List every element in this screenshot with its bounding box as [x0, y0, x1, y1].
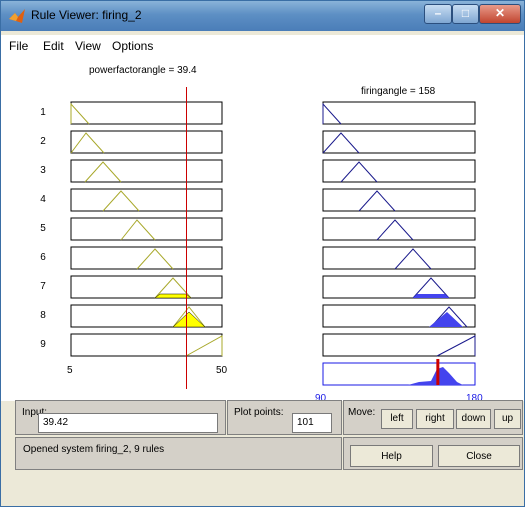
aggregated-output-area: [408, 367, 463, 385]
input-mf-curve: [70, 132, 105, 154]
output-axis-max: 180: [466, 393, 483, 404]
rule-number: 4: [40, 194, 46, 205]
output-axis-min: 90: [315, 393, 327, 404]
close-button[interactable]: Close: [438, 445, 520, 467]
input-label: Input:: [22, 407, 48, 418]
maximize-button[interactable]: □: [452, 4, 479, 24]
menu-file[interactable]: File: [9, 39, 29, 53]
input-mf-curve: [136, 248, 174, 270]
input-mf-curve: [84, 161, 122, 183]
rule-number: 8: [40, 310, 46, 321]
rule-number: 6: [40, 252, 46, 263]
plot-points-label: Plot points:: [234, 407, 284, 418]
output-variable-title: firingangle = 158: [361, 86, 436, 97]
close-window-button[interactable]: ✕: [479, 4, 521, 24]
output-mf-curve: [358, 190, 396, 212]
menu-view[interactable]: View: [75, 39, 101, 53]
input-mf-box: [70, 333, 223, 357]
rule-number: 5: [40, 223, 46, 234]
menu-options[interactable]: Options: [112, 39, 154, 53]
input-mf-box: [70, 159, 223, 183]
rule-number: 3: [40, 165, 46, 176]
input-field[interactable]: 39.42: [38, 413, 218, 433]
input-fired-area: [172, 311, 206, 328]
input-axis-max: 50: [216, 365, 228, 376]
move-label: Move:: [348, 407, 376, 418]
move-up-button[interactable]: up: [494, 409, 521, 429]
input-mf-box: [70, 188, 223, 212]
rule-number: 1: [40, 107, 46, 118]
input-mf-box: [70, 217, 223, 241]
output-fired-area: [429, 312, 463, 327]
matlab-icon: [9, 9, 25, 23]
input-mf-box: [70, 275, 223, 299]
input-fired-area: [154, 293, 192, 299]
input-mf-curve: [120, 219, 156, 241]
move-down-button[interactable]: down: [456, 409, 491, 429]
move-panel: Move: left right down up: [343, 400, 523, 435]
input-mf-curve: [172, 306, 206, 328]
output-mf-box: [322, 188, 476, 212]
input-mf-curve: [154, 277, 192, 299]
status-text: Opened system firing_2, 9 rules: [23, 444, 165, 455]
output-mf-curve: [322, 102, 342, 125]
output-fired-area: [413, 294, 449, 298]
menu-edit[interactable]: Edit: [43, 39, 64, 53]
help-button[interactable]: Help: [350, 445, 433, 467]
output-mf-box: [322, 101, 476, 125]
output-mf-box: [322, 246, 476, 270]
status-panel: Opened system firing_2, 9 rules: [15, 437, 342, 470]
plot-points-field[interactable]: 101: [292, 413, 332, 433]
input-axis-min: 5: [67, 365, 73, 376]
output-mf-curve: [340, 161, 378, 183]
input-variable-title: powerfactorangle = 39.4: [89, 65, 197, 76]
input-mf-box: [70, 101, 223, 125]
move-right-button[interactable]: right: [416, 409, 454, 429]
minimize-button[interactable]: –: [424, 4, 452, 24]
rule-number: 2: [40, 136, 46, 147]
output-mf-curve: [436, 335, 476, 357]
window-title: Rule Viewer: firing_2: [31, 8, 142, 22]
output-mf-curve: [412, 277, 450, 299]
rule-plots: [70, 87, 476, 389]
input-mf-curve: [185, 335, 223, 357]
plot-points-panel: Plot points: 101: [227, 400, 342, 435]
move-left-button[interactable]: left: [381, 409, 413, 429]
output-mf-curve: [394, 248, 432, 270]
input-panel: Input: 39.42: [15, 400, 226, 435]
rule-number: 7: [40, 281, 46, 292]
input-mf-curve: [70, 102, 90, 125]
title-bar[interactable]: Rule Viewer: firing_2 – □ ✕: [1, 1, 524, 31]
output-mf-box: [322, 130, 476, 154]
rule-number: 9: [40, 339, 46, 350]
output-mf-box: [322, 275, 476, 299]
output-mf-box: [322, 333, 476, 357]
input-mf-box: [70, 130, 223, 154]
output-mf-curve: [322, 132, 360, 154]
action-panel: Help Close: [343, 437, 523, 470]
output-mf-box: [322, 217, 476, 241]
output-mf-box: [322, 159, 476, 183]
output-mf-curve: [376, 219, 414, 241]
input-mf-curve: [102, 190, 140, 212]
